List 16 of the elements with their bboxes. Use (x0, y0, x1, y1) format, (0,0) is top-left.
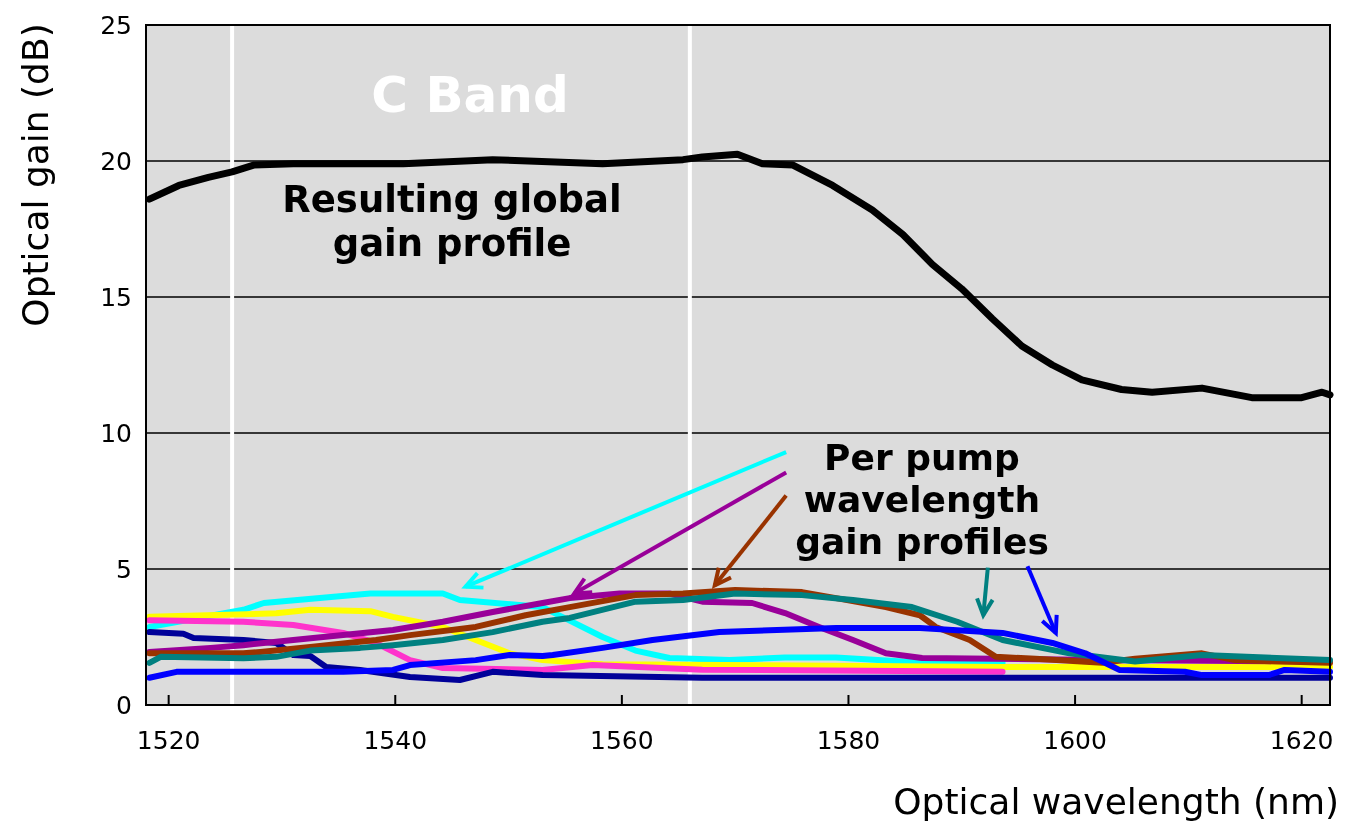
x-tick-label: 1520 (136, 726, 201, 755)
y-tick-label: 25 (100, 11, 132, 40)
x-tick-label: 1580 (816, 726, 881, 755)
x-tick-label: 1540 (363, 726, 428, 755)
y-tick-label: 5 (116, 555, 132, 584)
x-tick-label: 1560 (590, 726, 654, 755)
y-tick-label: 15 (100, 283, 132, 312)
y-tick-label: 10 (100, 419, 132, 448)
y-tick-label: 20 (100, 147, 132, 176)
x-tick-label: 1620 (1269, 726, 1334, 755)
annotation: Resulting global gain profile (282, 178, 622, 265)
x-tick-label: 1600 (1043, 726, 1107, 755)
annotation: Per pump wavelength gain profiles (795, 437, 1049, 562)
y-tick-label: 0 (116, 691, 132, 720)
y-axis-title: Optical gain (dB) (15, 23, 56, 327)
x-axis-title: Optical wavelength (nm) (893, 781, 1339, 822)
